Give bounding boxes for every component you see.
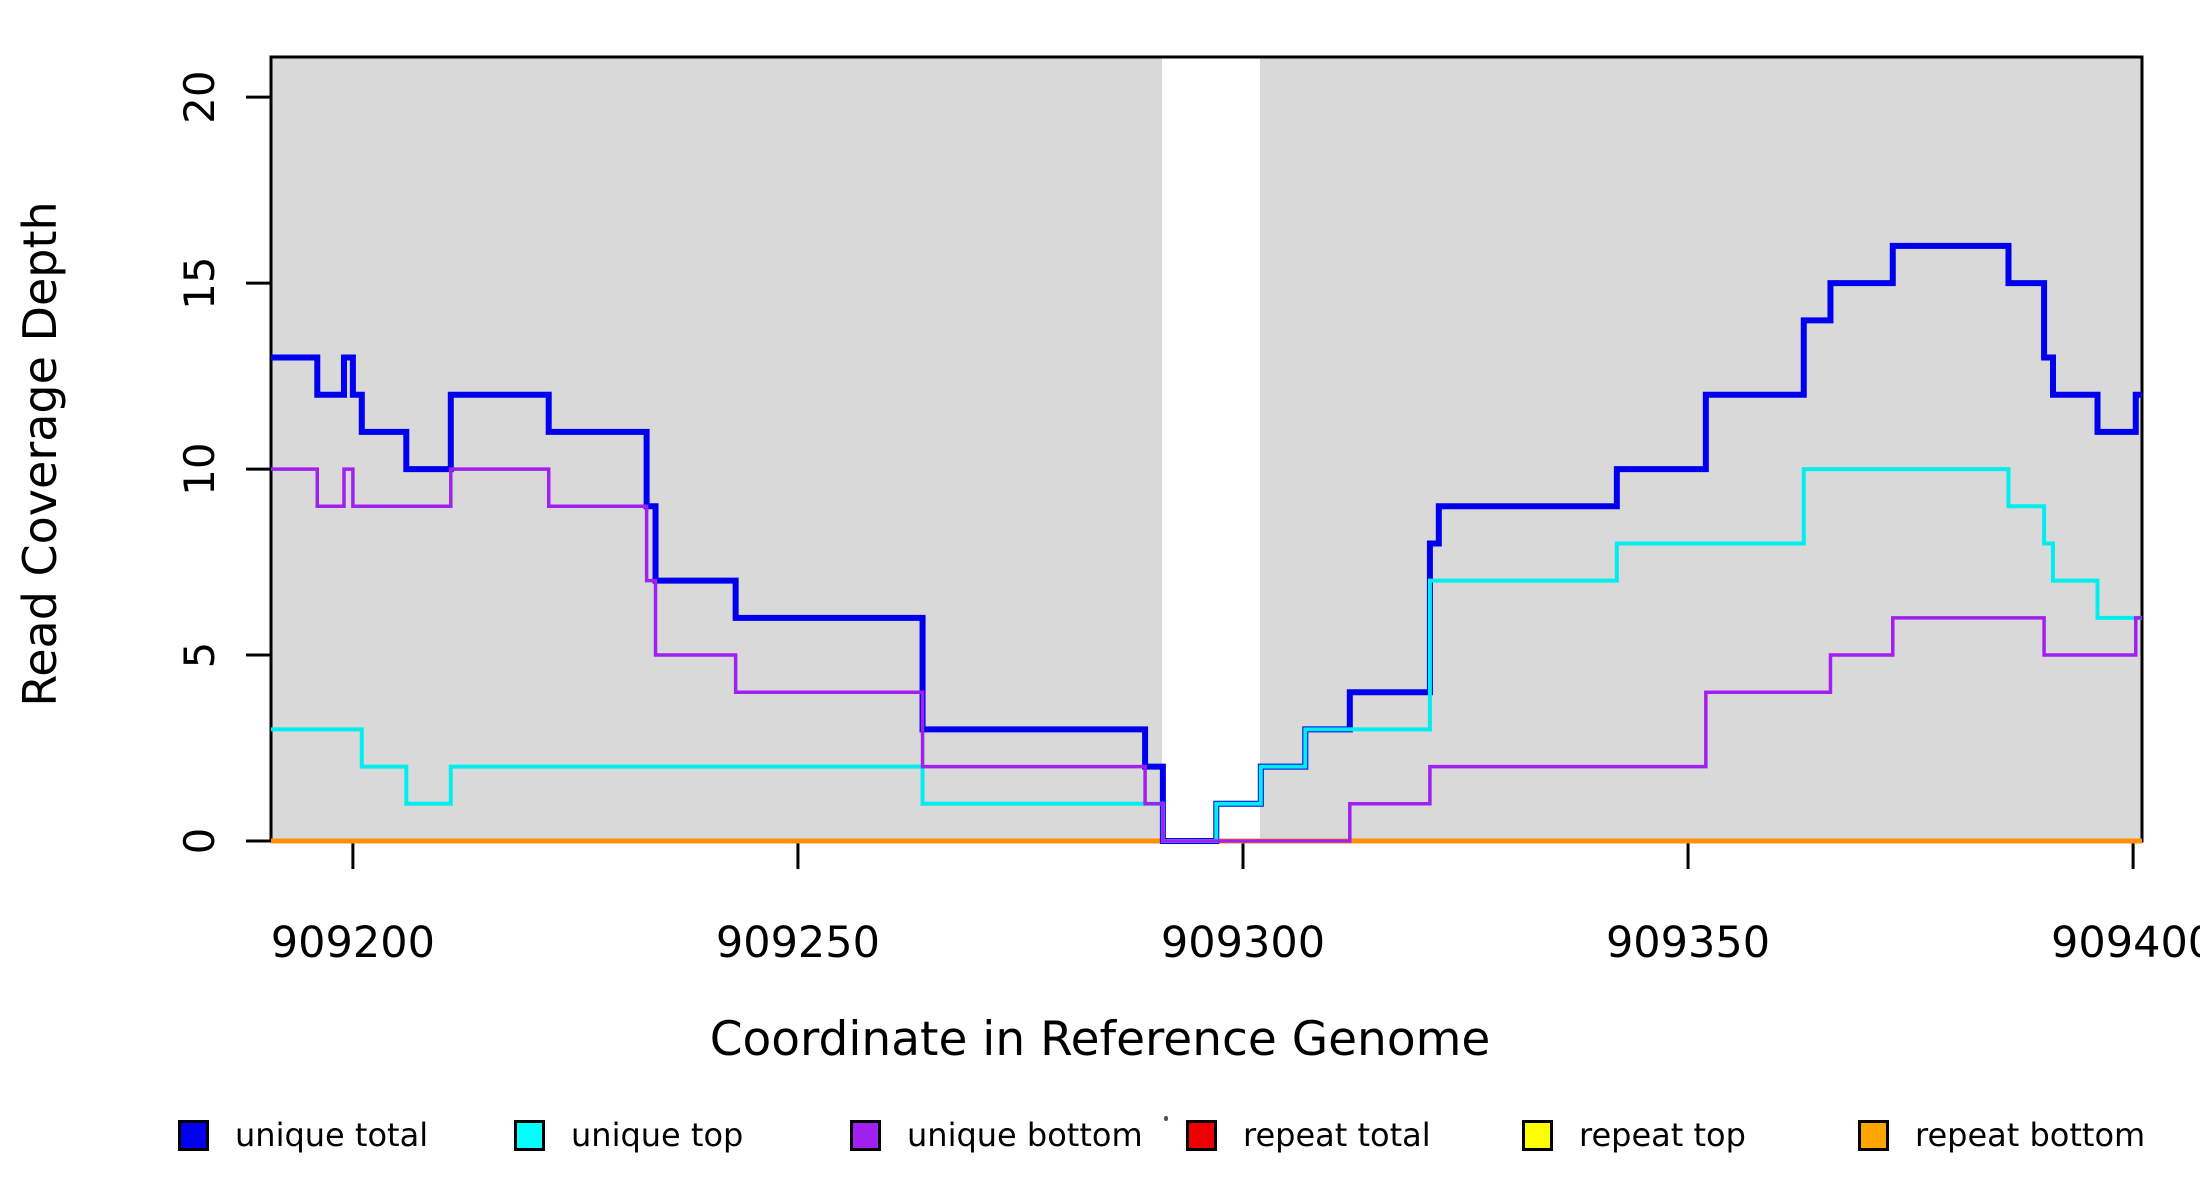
stray-mark — [1164, 1116, 1168, 1121]
legend-label: repeat total — [1243, 1116, 1431, 1154]
y-tick-label: 0 — [175, 828, 224, 855]
x-axis-title: Coordinate in Reference Genome — [709, 1012, 1491, 1067]
alignment-region — [271, 57, 1162, 841]
legend-item-repeat-total: repeat total — [1186, 1108, 1431, 1162]
legend-label: repeat top — [1579, 1116, 1746, 1154]
legend-item-unique-bottom: unique bottom — [850, 1108, 1143, 1162]
alignment-region — [1259, 57, 2142, 841]
x-tick-label: 909300 — [1161, 918, 1325, 968]
x-tick-label: 909200 — [271, 918, 435, 968]
x-tick-label: 909250 — [716, 918, 880, 968]
legend-item-unique-total: unique total — [178, 1108, 428, 1162]
legend-item-repeat-bottom: repeat bottom — [1858, 1108, 2145, 1162]
legend-swatch-icon — [514, 1119, 545, 1151]
y-tick-label: 15 — [175, 256, 224, 309]
y-tick-label: 5 — [175, 642, 224, 669]
legend-swatch-icon — [178, 1119, 209, 1151]
legend: unique total unique top unique bottom repea… — [0, 1108, 2200, 1168]
legend-swatch-icon — [850, 1119, 881, 1151]
series-unique-bottom — [271, 467, 2142, 843]
x-tick-label: 909350 — [1606, 918, 1770, 968]
legend-label: unique total — [235, 1116, 429, 1154]
y-axis-title: Read Coverage Depth — [13, 201, 67, 707]
legend-label: unique top — [571, 1116, 744, 1154]
legend-label: repeat bottom — [1915, 1116, 2146, 1154]
series-unique-top — [271, 467, 2142, 843]
y-tick-label: 10 — [175, 442, 224, 495]
legend-swatch-icon — [1186, 1119, 1217, 1151]
legend-item-repeat-top: repeat top — [1522, 1108, 1746, 1162]
y-tick-label: 20 — [175, 70, 224, 123]
legend-label: unique bottom — [907, 1116, 1143, 1154]
legend-item-unique-top: unique top — [514, 1108, 743, 1162]
legend-swatch-icon — [1858, 1119, 1889, 1151]
x-tick-label: 909400 — [2051, 918, 2200, 968]
legend-swatch-icon — [1522, 1119, 1553, 1151]
